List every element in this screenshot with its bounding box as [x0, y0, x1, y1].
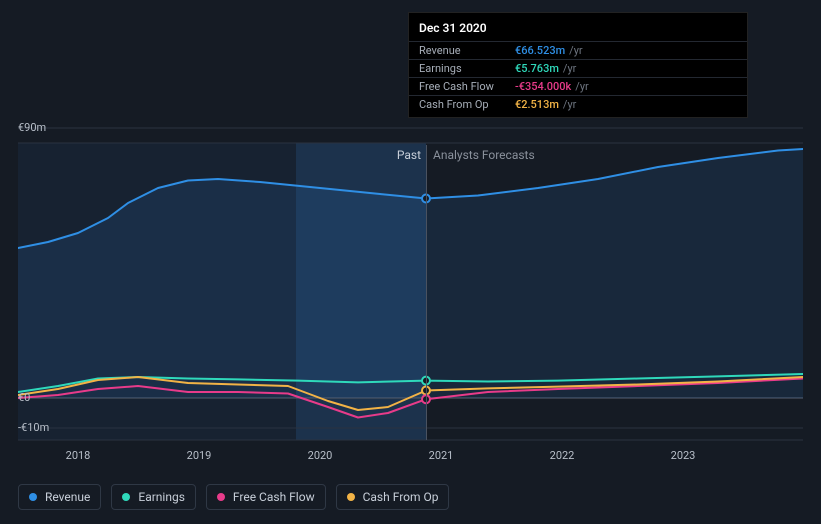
tooltip-row: Cash From Op€2.513m/yr — [409, 95, 747, 113]
x-axis-label: 2019 — [187, 449, 212, 462]
legend-item-fcf[interactable]: Free Cash Flow — [206, 484, 326, 510]
tooltip-row-label: Free Cash Flow — [419, 80, 515, 93]
legend-label: Revenue — [45, 490, 90, 504]
tooltip-row: Free Cash Flow-€354.000k/yr — [409, 77, 747, 95]
x-axis-label: 2020 — [308, 449, 333, 462]
legend-dot-icon — [29, 493, 37, 501]
x-axis-label: 2023 — [671, 449, 696, 462]
tooltip-rows: Revenue€66.523m/yrEarnings€5.763m/yrFree… — [409, 41, 747, 113]
region-label-forecast: Analysts Forecasts — [433, 148, 535, 162]
x-axis-label: 2018 — [66, 449, 91, 462]
tooltip-row-label: Cash From Op — [419, 98, 515, 111]
y-axis-label: -€10m — [18, 421, 49, 434]
y-axis-label: €0 — [18, 391, 30, 404]
tooltip-row-suffix: /yr — [563, 98, 576, 111]
x-axis-label: 2021 — [429, 449, 454, 462]
legend-dot-icon — [217, 493, 225, 501]
legend-dot-icon — [347, 493, 355, 501]
tooltip-row-value: €5.763m — [515, 62, 559, 75]
legend-dot-icon — [122, 493, 130, 501]
legend-item-cfo[interactable]: Cash From Op — [336, 484, 450, 510]
past-forecast-divider — [426, 145, 427, 440]
x-axis-label: 2022 — [550, 449, 575, 462]
region-label-past: Past — [397, 148, 421, 162]
tooltip-row: Revenue€66.523m/yr — [409, 41, 747, 59]
tooltip-row: Earnings€5.763m/yr — [409, 59, 747, 77]
hover-tooltip: Dec 31 2020 Revenue€66.523m/yrEarnings€5… — [408, 12, 748, 118]
legend-label: Earnings — [138, 490, 185, 504]
tooltip-row-suffix: /yr — [569, 44, 582, 57]
tooltip-row-value: -€354.000k — [515, 80, 571, 93]
tooltip-row-label: Earnings — [419, 62, 515, 75]
tooltip-row-value: €66.523m — [515, 44, 565, 57]
tooltip-row-value: €2.513m — [515, 98, 559, 111]
tooltip-row-label: Revenue — [419, 44, 515, 57]
legend-item-revenue[interactable]: Revenue — [18, 484, 101, 510]
legend-label: Free Cash Flow — [233, 490, 315, 504]
legend-label: Cash From Op — [363, 490, 439, 504]
tooltip-row-suffix: /yr — [575, 80, 588, 93]
tooltip-date: Dec 31 2020 — [409, 17, 747, 41]
tooltip-row-suffix: /yr — [563, 62, 576, 75]
y-axis-label: €90m — [18, 121, 46, 134]
legend: Revenue Earnings Free Cash Flow Cash From O… — [18, 484, 449, 510]
legend-item-earnings[interactable]: Earnings — [111, 484, 196, 510]
